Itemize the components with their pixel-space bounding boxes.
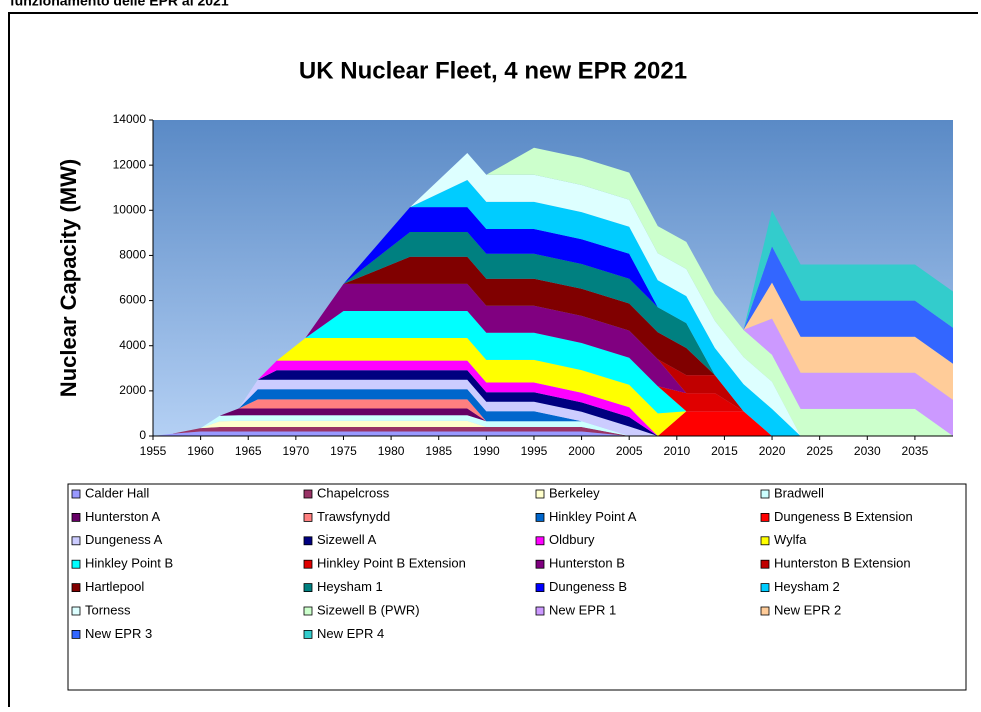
x-tick-label: 1990	[473, 444, 500, 458]
area	[153, 431, 953, 436]
chart-title: UK Nuclear Fleet, 4 new EPR 2021	[299, 57, 687, 84]
x-tick-label: 1980	[378, 444, 405, 458]
legend-swatch	[760, 513, 770, 522]
y-tick-label: 8000	[119, 248, 146, 262]
legend-label: Berkeley	[549, 485, 600, 500]
y-tick-label: 0	[139, 428, 146, 442]
legend-label: Dungeness B Extension	[774, 509, 913, 524]
legend-label: Hinkley Point B	[85, 556, 173, 571]
legend-label: Hunterston A	[85, 509, 160, 524]
area	[153, 256, 953, 436]
x-tick-label: 1985	[425, 444, 452, 458]
area	[153, 283, 953, 436]
x-tick-label: 2010	[663, 444, 690, 458]
legend	[67, 483, 967, 691]
legend-label: Sizewell B (PWR)	[317, 602, 420, 617]
legend-swatch	[71, 489, 81, 499]
area	[153, 147, 953, 437]
legend-swatch	[535, 536, 545, 546]
area	[153, 370, 953, 436]
area	[153, 420, 953, 436]
legend-swatch	[71, 583, 81, 592]
legend-swatch	[303, 606, 313, 616]
legend-swatch	[71, 606, 81, 616]
legend-label: Heysham 2	[774, 579, 840, 594]
legend-swatch	[760, 606, 770, 616]
area	[153, 147, 953, 437]
legend-swatch	[303, 513, 313, 522]
header-text: funzionamento delle EPR al 2021	[10, 0, 229, 9]
area	[153, 379, 953, 436]
legend-swatch	[71, 536, 81, 546]
x-tick-label: 1975	[330, 444, 357, 458]
area	[153, 415, 953, 436]
legend-swatch	[71, 513, 81, 522]
legend-swatch	[303, 583, 313, 592]
y-tick-label: 4000	[119, 338, 146, 352]
x-tick-label: 1970	[283, 444, 310, 458]
area	[153, 180, 953, 436]
legend-swatch	[760, 583, 770, 592]
legend-swatch	[303, 630, 313, 639]
x-tick-label: 2015	[711, 444, 738, 458]
area	[153, 207, 953, 436]
legend-label: Dungeness B	[549, 579, 627, 594]
legend-swatch	[303, 536, 313, 546]
x-tick-label: 2020	[759, 444, 786, 458]
legend-label: Trawsfynydd	[317, 509, 390, 524]
legend-label: Calder Hall	[85, 485, 149, 500]
y-tick-label: 10000	[113, 202, 147, 216]
legend-swatch	[760, 559, 770, 569]
legend-label: Sizewell A	[317, 532, 377, 547]
legend-swatch	[760, 489, 770, 499]
legend-label: Hunterston B	[549, 556, 625, 571]
x-tick-label: 2035	[902, 444, 929, 458]
legend-label: Oldbury	[549, 532, 595, 547]
area	[153, 389, 953, 436]
legend-label: New EPR 3	[85, 626, 152, 641]
y-tick-label: 6000	[119, 293, 146, 307]
legend-swatch	[535, 583, 545, 592]
x-tick-label: 2000	[568, 444, 595, 458]
legend-label: New EPR 1	[549, 602, 616, 617]
legend-swatch	[71, 630, 81, 639]
x-tick-label: 1965	[235, 444, 262, 458]
legend-label: Chapelcross	[317, 485, 390, 500]
legend-label: Bradwell	[774, 485, 824, 500]
legend-swatch	[71, 559, 81, 569]
legend-label: New EPR 4	[317, 626, 384, 641]
x-tick-label: 1960	[187, 444, 214, 458]
area	[153, 232, 953, 436]
legend-label: Torness	[85, 602, 131, 617]
area	[153, 147, 953, 437]
x-tick-label: 2025	[806, 444, 833, 458]
legend-label: Hartlepool	[85, 579, 144, 594]
y-tick-label: 12000	[113, 157, 147, 171]
legend-swatch	[535, 606, 545, 616]
legend-swatch	[535, 559, 545, 569]
legend-label: Heysham 1	[317, 579, 383, 594]
legend-label: Wylfa	[774, 532, 807, 547]
frame	[8, 12, 978, 707]
legend-swatch	[760, 536, 770, 546]
y-tick-label: 14000	[113, 112, 147, 126]
y-tick-label: 2000	[119, 383, 146, 397]
legend-label: Hunterston B Extension	[774, 556, 911, 571]
x-tick-label: 2005	[616, 444, 643, 458]
legend-label: Dungeness A	[85, 532, 163, 547]
legend-swatch	[303, 489, 313, 499]
legend-swatch	[535, 489, 545, 499]
legend-label: Hinkley Point A	[549, 509, 637, 524]
legend-swatch	[535, 513, 545, 522]
y-axis-label: Nuclear Capacity (MW)	[56, 159, 81, 397]
area	[153, 408, 953, 436]
area	[153, 427, 953, 436]
x-tick-label: 1995	[521, 444, 548, 458]
legend-label: New EPR 2	[774, 602, 841, 617]
x-tick-label: 1955	[140, 444, 167, 458]
legend-swatch	[303, 559, 313, 569]
x-tick-label: 2030	[854, 444, 881, 458]
legend-label: Hinkley Point B Extension	[317, 556, 466, 571]
